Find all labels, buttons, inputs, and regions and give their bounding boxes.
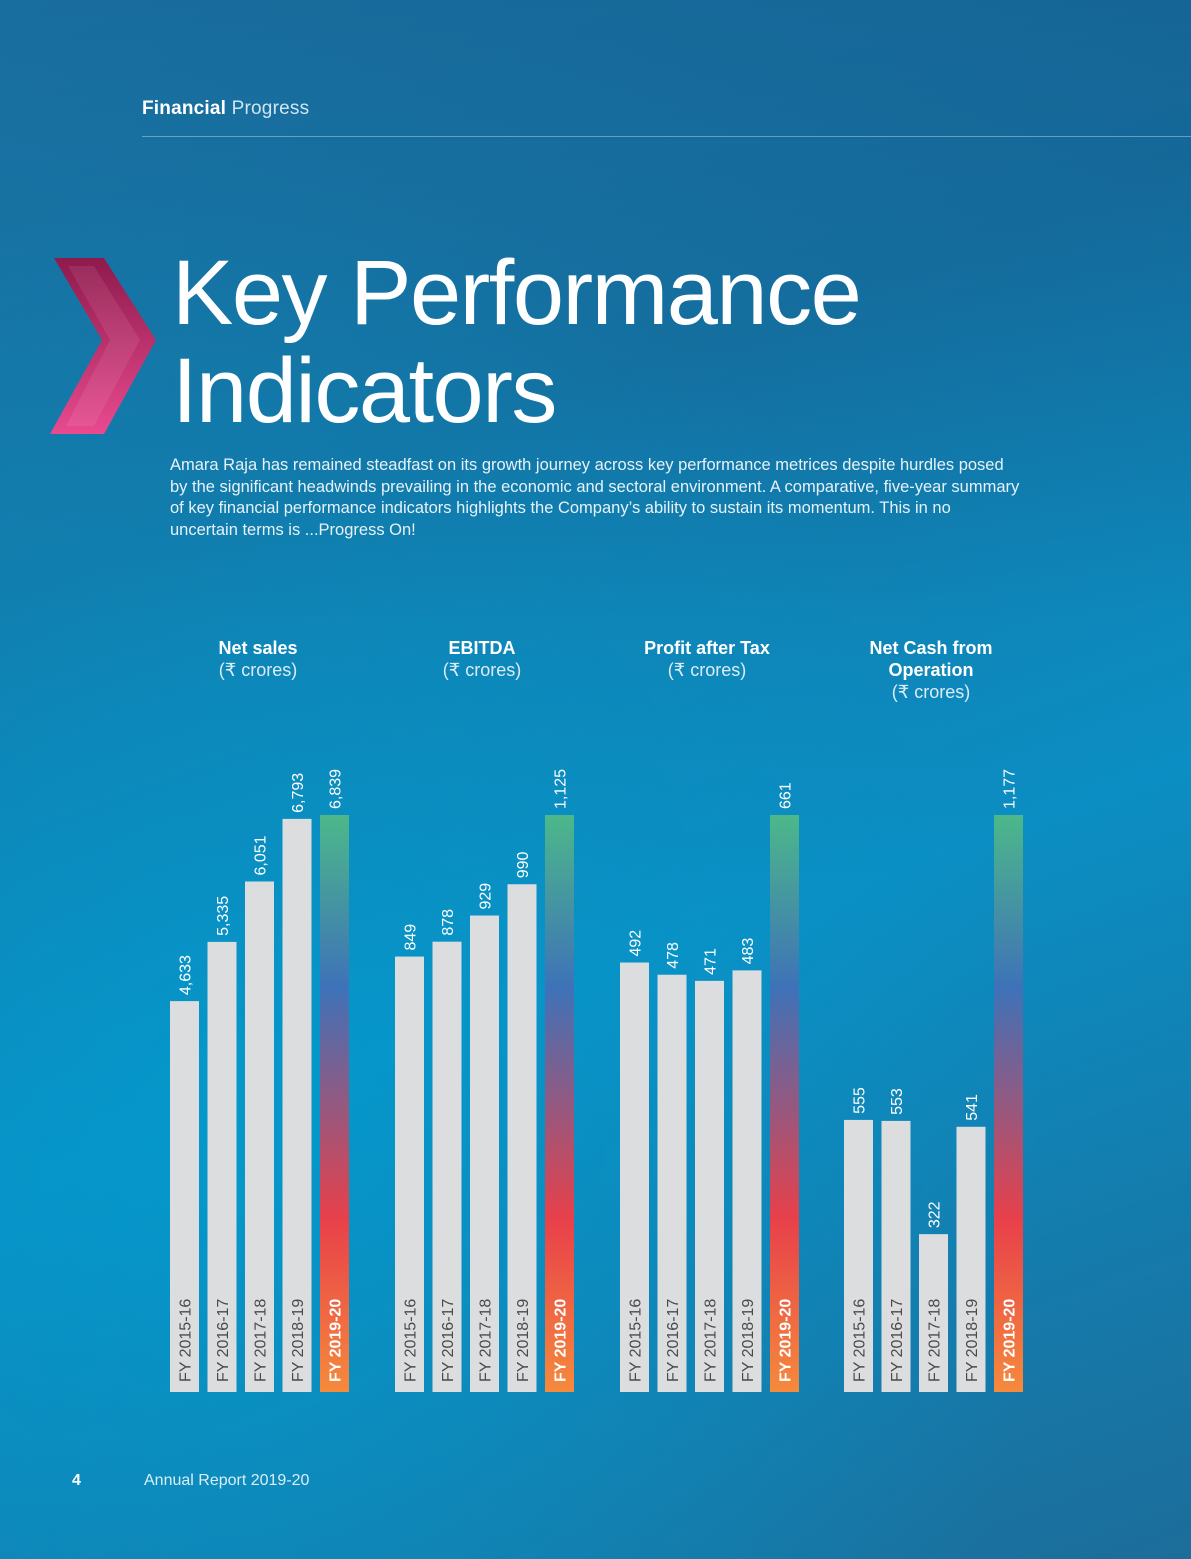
bar	[956, 1126, 986, 1392]
bar	[844, 1119, 873, 1392]
chart-title: Net sales	[218, 638, 297, 658]
category-label: FY 2018-19	[964, 1299, 981, 1382]
category-label: FY 2015-16	[628, 1299, 645, 1382]
value-label: 4,633	[178, 955, 195, 995]
page-title-line2: Indicators	[172, 340, 557, 442]
bar	[732, 970, 762, 1392]
value-label: 990	[515, 851, 532, 878]
category-label: FY 2017-18	[253, 1299, 270, 1382]
category-label: FY 2019-20	[553, 1299, 570, 1382]
value-label: 878	[440, 909, 457, 936]
bar	[282, 818, 312, 1392]
category-label: FY 2016-17	[215, 1299, 232, 1382]
intro-paragraph: Amara Raja has remained steadfast on its…	[170, 456, 1020, 539]
section-header-strong: Financial	[142, 98, 227, 119]
page-title: Key Performance Indicators	[172, 242, 862, 442]
chart-unit: (₹ crores)	[668, 660, 746, 680]
value-label: 553	[889, 1088, 906, 1115]
report-title: Annual Report 2019-20	[144, 1472, 310, 1489]
section-header-light: Progress	[231, 98, 310, 119]
category-label: FY 2017-18	[927, 1299, 944, 1382]
bar-highlight	[994, 815, 1023, 1392]
value-label: 322	[927, 1201, 944, 1228]
category-label: FY 2017-18	[478, 1299, 495, 1382]
chart-unit: (₹ crores)	[892, 682, 970, 702]
bar	[657, 974, 687, 1392]
category-label: FY 2015-16	[178, 1299, 195, 1382]
bar	[919, 1234, 948, 1392]
bar	[245, 881, 274, 1392]
category-label: FY 2018-19	[740, 1299, 757, 1382]
bar-highlight	[770, 815, 799, 1392]
value-label: 5,335	[215, 896, 232, 936]
value-label: 492	[628, 930, 645, 957]
category-label: FY 2019-20	[778, 1299, 795, 1382]
category-label: FY 2019-20	[328, 1299, 345, 1382]
category-label: FY 2015-16	[852, 1299, 869, 1382]
value-label: 6,793	[290, 773, 307, 813]
bar	[507, 884, 537, 1392]
bar	[207, 941, 237, 1392]
value-label: 1,125	[553, 769, 570, 809]
value-label: 661	[778, 782, 795, 809]
page-number: 4	[72, 1472, 81, 1489]
chart-title: Operation	[888, 660, 973, 680]
value-label: 541	[964, 1094, 981, 1121]
category-label: FY 2016-17	[889, 1299, 906, 1382]
value-label: 6,839	[328, 769, 345, 809]
bar	[170, 1001, 199, 1392]
bar-highlight	[320, 815, 349, 1392]
bar	[395, 956, 424, 1392]
chart-title: EBITDA	[449, 638, 516, 658]
value-label: 929	[478, 883, 495, 910]
category-label: FY 2019-20	[1002, 1299, 1019, 1382]
value-label: 849	[403, 924, 420, 951]
bar	[881, 1120, 911, 1392]
chart-unit: (₹ crores)	[219, 660, 297, 680]
chart-group-3: Profit after Tax(₹ crores) 492 FY 2015-16 4…	[620, 638, 799, 1392]
bar	[620, 962, 649, 1392]
chart-title: Net Cash from	[869, 638, 992, 658]
value-label: 1,177	[1002, 769, 1019, 809]
chart-title: Profit after Tax	[644, 638, 770, 658]
category-label: FY 2017-18	[703, 1299, 720, 1382]
bar-highlight	[545, 815, 574, 1392]
bar	[695, 980, 724, 1392]
chart-group-2: EBITDA(₹ crores) 849 FY 2015-16 878 FY 2016-…	[395, 638, 574, 1392]
bar	[470, 915, 499, 1392]
value-label: 478	[665, 942, 682, 969]
page-title-line1: Key Performance	[172, 242, 862, 344]
category-label: FY 2018-19	[515, 1299, 532, 1382]
chevron-icon	[50, 258, 156, 434]
category-label: FY 2015-16	[403, 1299, 420, 1382]
value-label: 471	[703, 948, 720, 975]
value-label: 555	[852, 1087, 869, 1114]
category-label: FY 2016-17	[440, 1299, 457, 1382]
value-label: 483	[740, 938, 757, 965]
section-header: Financial Progress	[142, 98, 309, 120]
header-divider	[142, 136, 1191, 137]
chart-group-1: Net sales(₹ crores) 4,633 FY 2015-16 5,335 F…	[170, 638, 349, 1392]
category-label: FY 2016-17	[665, 1299, 682, 1382]
chart-unit: (₹ crores)	[443, 660, 521, 680]
category-label: FY 2018-19	[290, 1299, 307, 1382]
value-label: 6,051	[253, 835, 270, 875]
bar	[432, 941, 462, 1392]
